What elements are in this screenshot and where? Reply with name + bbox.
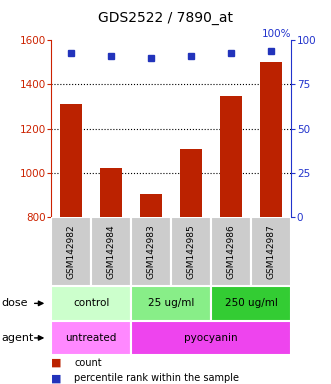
Text: dose: dose xyxy=(2,298,28,308)
Bar xyxy=(131,217,171,286)
Text: ■: ■ xyxy=(51,358,62,368)
Bar xyxy=(211,217,251,286)
Text: ■: ■ xyxy=(51,373,62,383)
Bar xyxy=(140,194,162,217)
Text: 25 ug/ml: 25 ug/ml xyxy=(148,298,195,308)
Text: control: control xyxy=(73,298,110,308)
Bar xyxy=(51,217,91,286)
Text: untreated: untreated xyxy=(66,333,117,343)
Text: pyocyanin: pyocyanin xyxy=(184,333,238,343)
Text: GSM142986: GSM142986 xyxy=(227,224,236,279)
Text: 250 ug/ml: 250 ug/ml xyxy=(225,298,278,308)
Bar xyxy=(60,104,82,217)
Text: GSM142985: GSM142985 xyxy=(187,224,196,279)
Bar xyxy=(220,96,242,217)
Bar xyxy=(91,217,131,286)
Bar xyxy=(51,286,131,321)
Bar xyxy=(100,169,122,217)
Text: GSM142982: GSM142982 xyxy=(67,224,76,279)
Text: count: count xyxy=(74,358,102,368)
Bar xyxy=(51,321,131,355)
Bar xyxy=(260,62,282,217)
Text: percentile rank within the sample: percentile rank within the sample xyxy=(74,373,239,383)
Bar xyxy=(251,217,291,286)
Text: GSM142984: GSM142984 xyxy=(107,224,116,279)
Text: 100%: 100% xyxy=(262,28,291,38)
Bar xyxy=(131,321,291,355)
Bar xyxy=(131,286,211,321)
Text: GDS2522 / 7890_at: GDS2522 / 7890_at xyxy=(98,11,233,25)
Bar xyxy=(171,217,211,286)
Bar xyxy=(180,149,202,217)
Text: agent: agent xyxy=(2,333,34,343)
Text: GSM142987: GSM142987 xyxy=(267,224,276,279)
Bar xyxy=(211,286,291,321)
Text: GSM142983: GSM142983 xyxy=(147,224,156,279)
